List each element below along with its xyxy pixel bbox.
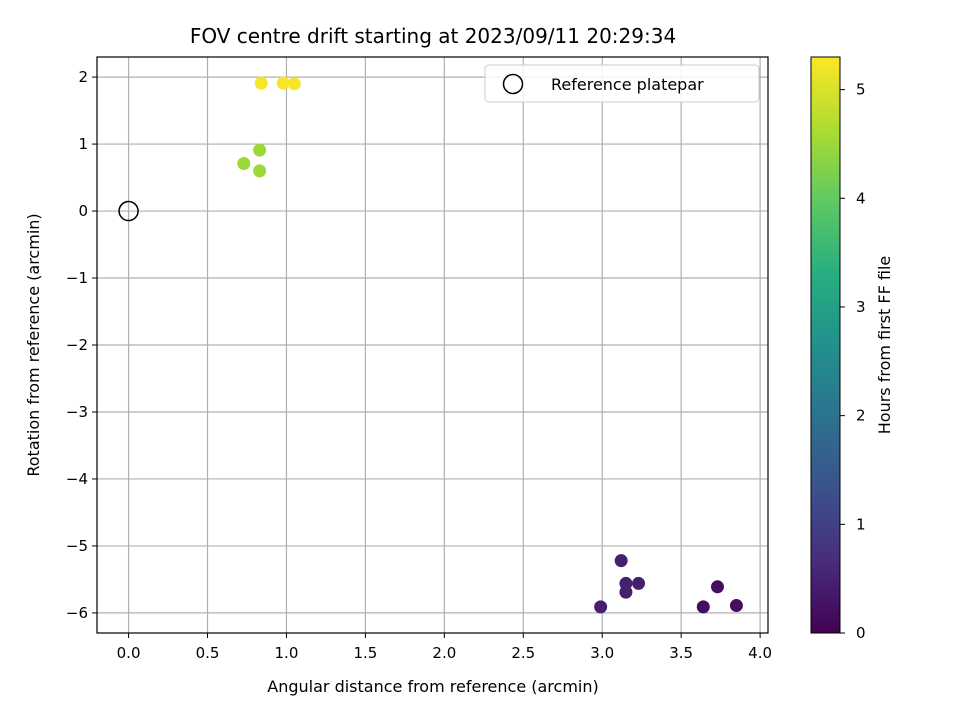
colorbar-tick-label: 5 (856, 81, 866, 99)
chart-title: FOV centre drift starting at 2023/09/11 … (190, 24, 676, 48)
colorbar-tick-label: 2 (856, 407, 866, 425)
y-tick-label: −6 (66, 604, 88, 622)
legend-marker-icon (502, 73, 524, 95)
x-tick-label: 2.0 (432, 644, 456, 662)
colorbar-label: Hours from first FF file (875, 256, 894, 435)
colorbar-tick-label: 1 (856, 515, 866, 533)
colorbar-tick-label: 0 (856, 624, 866, 642)
x-tick-label: 0.0 (117, 644, 141, 662)
legend-box (484, 64, 760, 103)
data-point (594, 600, 608, 614)
data-point (614, 554, 628, 568)
y-axis-ticks: 2 1 0 −1 −2 −3 −4 −5 −6 (66, 68, 97, 622)
data-point (710, 580, 724, 594)
data-point (253, 143, 267, 157)
data-point (632, 576, 646, 590)
reference-platepar-marker (118, 200, 139, 222)
y-tick-label: −5 (66, 537, 88, 555)
y-tick-label: 0 (78, 202, 88, 220)
colorbar-tick-label: 4 (856, 189, 866, 207)
x-tick-label: 1.5 (353, 644, 377, 662)
x-tick-label: 3.0 (590, 644, 614, 662)
y-tick-label: −3 (66, 403, 88, 421)
y-tick-label: 1 (78, 135, 88, 153)
y-tick-label: 2 (78, 68, 88, 86)
data-point (696, 600, 710, 614)
data-point (254, 76, 268, 90)
data-point (237, 156, 251, 170)
x-tick-label: 2.5 (511, 644, 535, 662)
legend: Reference platepar (484, 64, 760, 103)
x-tick-label: 0.5 (196, 644, 220, 662)
y-tick-label: −4 (66, 470, 88, 488)
data-point (729, 599, 743, 613)
x-axis-ticks: 0.0 0.5 1.0 1.5 2.0 2.5 3.0 3.5 4.0 (117, 633, 772, 662)
y-axis-label: Rotation from reference (arcmin) (24, 213, 43, 476)
y-tick-label: −1 (66, 269, 88, 287)
colorbar (810, 56, 841, 634)
colorbar-tick-label: 3 (856, 298, 866, 316)
colorbar-ticks: 0 1 2 3 4 5 (840, 81, 866, 642)
data-point (253, 164, 267, 178)
data-point (287, 77, 301, 91)
grid-lines (97, 57, 768, 633)
legend-label: Reference platepar (551, 75, 704, 94)
x-tick-label: 1.0 (275, 644, 299, 662)
x-axis-label: Angular distance from reference (arcmin) (267, 677, 598, 696)
x-tick-label: 4.0 (748, 644, 772, 662)
y-tick-label: −2 (66, 336, 88, 354)
x-tick-label: 3.5 (669, 644, 693, 662)
plot-frame (96, 56, 769, 634)
data-points (237, 76, 743, 614)
data-point (276, 76, 290, 90)
data-point (619, 585, 633, 599)
